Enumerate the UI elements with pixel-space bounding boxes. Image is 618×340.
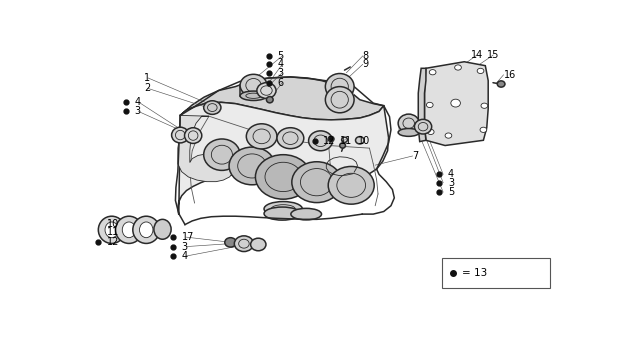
- Ellipse shape: [428, 129, 434, 135]
- Ellipse shape: [292, 162, 342, 203]
- Ellipse shape: [229, 147, 275, 185]
- Ellipse shape: [308, 131, 332, 151]
- Ellipse shape: [133, 216, 159, 243]
- Ellipse shape: [251, 238, 266, 251]
- Text: 14: 14: [471, 50, 483, 60]
- Ellipse shape: [185, 128, 201, 143]
- Text: 8: 8: [363, 51, 369, 61]
- Ellipse shape: [225, 238, 236, 247]
- Ellipse shape: [497, 81, 505, 87]
- Text: 12: 12: [323, 136, 336, 146]
- Ellipse shape: [355, 137, 364, 144]
- Ellipse shape: [325, 87, 354, 113]
- Text: 17: 17: [182, 232, 194, 242]
- Text: 4: 4: [448, 169, 454, 179]
- Text: 15: 15: [487, 50, 499, 60]
- Ellipse shape: [172, 127, 189, 143]
- Ellipse shape: [277, 128, 304, 149]
- Ellipse shape: [398, 129, 419, 136]
- Ellipse shape: [105, 222, 119, 238]
- Polygon shape: [180, 77, 384, 120]
- Text: 2: 2: [145, 83, 151, 94]
- Ellipse shape: [247, 124, 277, 149]
- Ellipse shape: [266, 97, 273, 103]
- Ellipse shape: [264, 202, 302, 216]
- Ellipse shape: [455, 65, 462, 70]
- Text: 4: 4: [277, 59, 284, 69]
- Ellipse shape: [255, 155, 311, 199]
- Ellipse shape: [240, 74, 267, 96]
- Polygon shape: [240, 85, 267, 96]
- Ellipse shape: [430, 70, 436, 75]
- Ellipse shape: [257, 83, 276, 98]
- Ellipse shape: [140, 222, 153, 238]
- Text: 5: 5: [448, 187, 454, 197]
- Text: 5: 5: [277, 51, 284, 61]
- Ellipse shape: [116, 216, 142, 243]
- Ellipse shape: [154, 219, 171, 239]
- Bar: [442, 258, 550, 288]
- Polygon shape: [178, 102, 389, 215]
- Ellipse shape: [398, 114, 419, 132]
- Ellipse shape: [340, 143, 345, 148]
- Text: 11: 11: [107, 227, 119, 237]
- Ellipse shape: [325, 73, 354, 100]
- Text: 3: 3: [135, 106, 141, 117]
- Text: 6: 6: [277, 78, 284, 88]
- Polygon shape: [398, 123, 420, 132]
- Text: 12: 12: [107, 237, 119, 247]
- Ellipse shape: [426, 102, 433, 107]
- Ellipse shape: [291, 208, 321, 220]
- Text: 3: 3: [182, 242, 188, 252]
- Ellipse shape: [477, 68, 484, 73]
- Text: 10: 10: [358, 136, 370, 146]
- Ellipse shape: [481, 103, 488, 108]
- Text: 3: 3: [277, 68, 284, 78]
- Ellipse shape: [240, 91, 267, 101]
- Ellipse shape: [204, 139, 240, 170]
- Text: 9: 9: [363, 59, 369, 69]
- Ellipse shape: [328, 167, 375, 204]
- Polygon shape: [418, 68, 426, 141]
- Text: = 13: = 13: [462, 268, 488, 278]
- Text: 10: 10: [107, 219, 119, 229]
- Text: 7: 7: [413, 151, 419, 161]
- Polygon shape: [325, 87, 354, 100]
- Ellipse shape: [480, 127, 487, 132]
- Text: 16: 16: [504, 70, 516, 80]
- Text: 3: 3: [448, 178, 454, 188]
- Ellipse shape: [98, 216, 125, 243]
- Ellipse shape: [122, 222, 136, 238]
- Ellipse shape: [264, 207, 300, 220]
- Text: 4: 4: [182, 251, 188, 261]
- Ellipse shape: [328, 136, 334, 141]
- Ellipse shape: [445, 133, 452, 138]
- Text: 11: 11: [340, 136, 352, 146]
- Ellipse shape: [204, 101, 221, 114]
- Text: 4: 4: [135, 97, 141, 107]
- Ellipse shape: [451, 99, 460, 107]
- Ellipse shape: [234, 236, 253, 252]
- Polygon shape: [425, 62, 488, 146]
- Ellipse shape: [415, 119, 432, 134]
- Text: 1: 1: [145, 73, 150, 83]
- Polygon shape: [178, 115, 234, 182]
